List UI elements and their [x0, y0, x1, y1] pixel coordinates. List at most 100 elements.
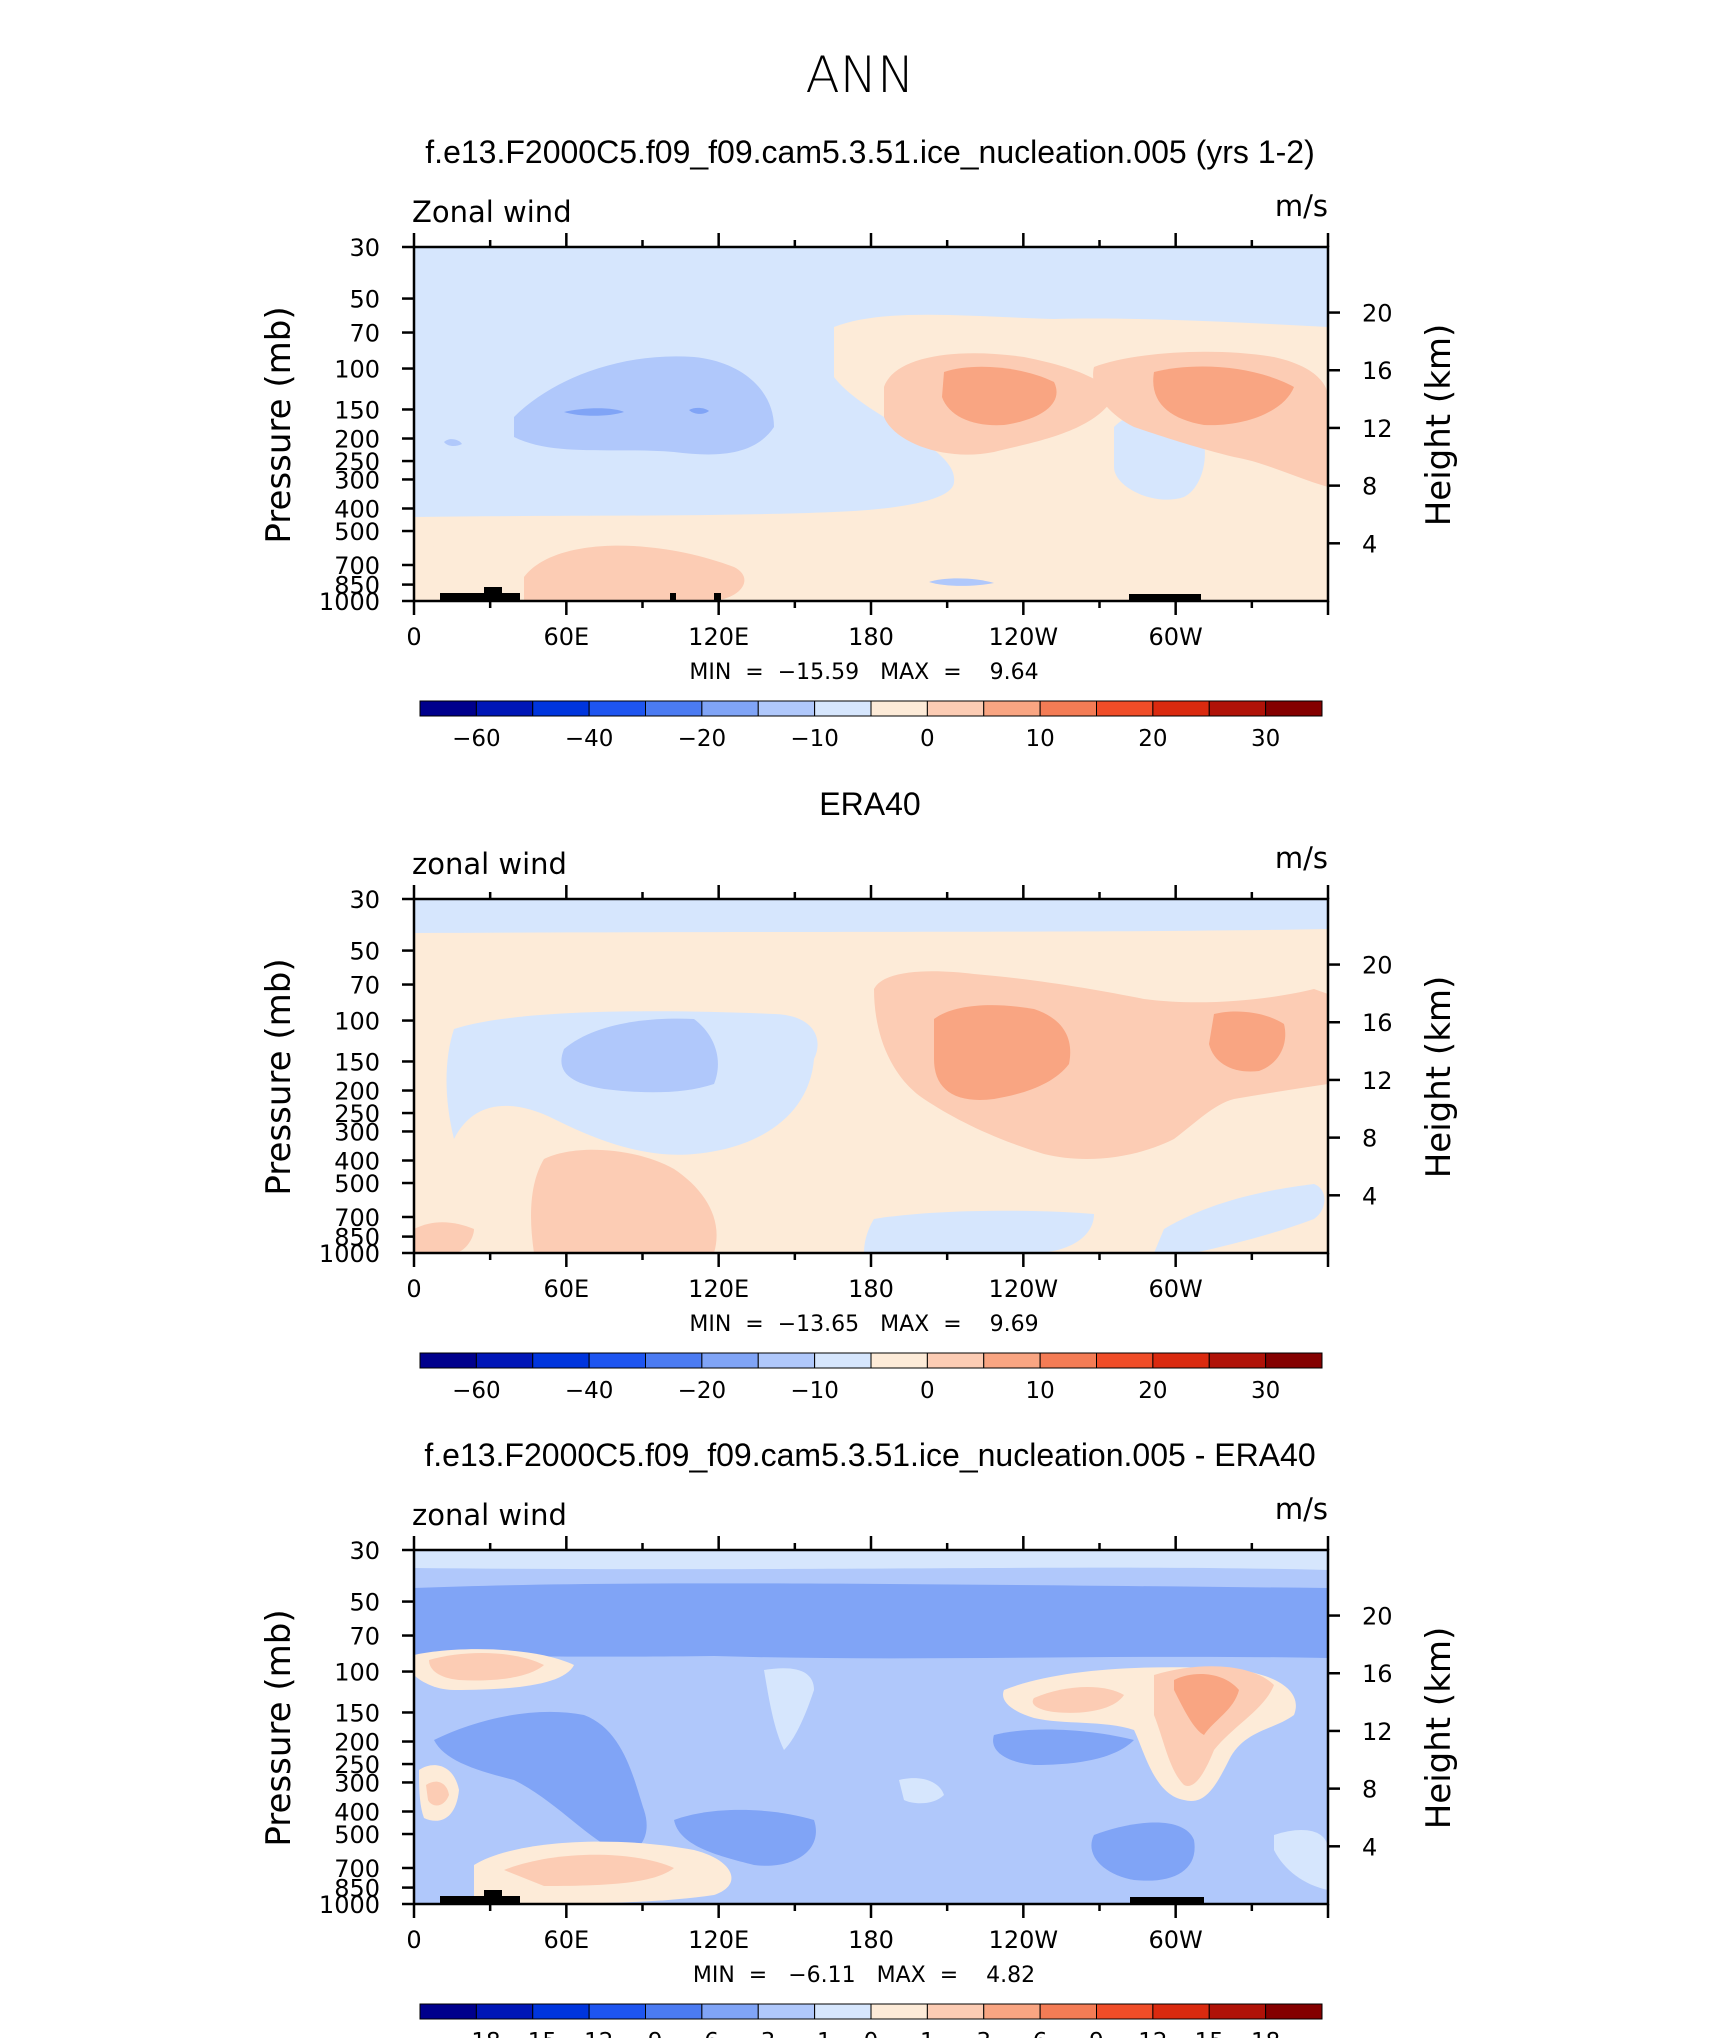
colorbar-box	[532, 2003, 590, 2020]
contour-negative	[414, 899, 1328, 933]
variable-label: zonal wind	[412, 1498, 567, 1532]
contour-positive-strong	[504, 1854, 674, 1886]
colorbar-label: 9	[1089, 2029, 1104, 2038]
x-tick-label: 180	[848, 623, 894, 651]
colorbar-box	[757, 700, 816, 717]
colorbar-label: −20	[678, 726, 727, 752]
panel-title: ERA40	[819, 786, 920, 822]
pressure-tick-label: 500	[334, 1170, 380, 1198]
height-tick-label: 8	[1362, 473, 1377, 501]
pressure-tick-label: 100	[334, 1008, 380, 1036]
bottom-ticks	[412, 1904, 1330, 1918]
colorbar-box	[1152, 1352, 1210, 1369]
pressure-tick-label: 100	[334, 356, 380, 384]
colorbar-box	[419, 700, 477, 717]
colorbar-box	[757, 2003, 816, 2020]
colorbar-label: 10	[1025, 1378, 1054, 1404]
colorbar-label: 15	[1195, 2029, 1224, 2038]
pressure-tick-label: 150	[334, 1699, 380, 1727]
contour-positive-peak	[934, 1005, 1071, 1100]
colorbar-label: 0	[920, 1378, 935, 1404]
y-axis-label-right: Height (km)	[1419, 324, 1459, 527]
pressure-tick-label: 400	[334, 495, 380, 523]
contour-positive-peak	[1153, 366, 1294, 426]
contour-positive-peak	[942, 366, 1057, 426]
panel-diff: f.e13.F2000C5.f09_f09.cam5.3.51.ice_nucl…	[259, 1437, 1459, 2038]
colorbar-box	[701, 1352, 759, 1369]
panel-model: f.e13.F2000C5.f09_f09.cam5.3.51.ice_nucl…	[259, 134, 1459, 752]
contour-strong-band	[414, 1583, 1328, 1660]
contour-positive-strong	[524, 545, 745, 601]
x-tick-label: 60W	[1149, 623, 1203, 651]
colorbar-box	[870, 1352, 928, 1369]
colorbar-box	[1096, 700, 1154, 717]
colorbar-box	[1265, 700, 1323, 717]
colorbar-label: −15	[508, 2029, 557, 2038]
colorbar-box	[588, 2003, 646, 2020]
contour-positive-strong	[429, 1653, 544, 1681]
height-tick-label: 16	[1362, 1009, 1393, 1037]
contour-positive-peak	[1174, 1674, 1239, 1735]
colorbar-box	[1265, 2003, 1323, 2020]
pressure-tick-label: 30	[349, 1537, 380, 1565]
colorbar-box	[870, 700, 928, 717]
colorbar-box	[1208, 2003, 1267, 2020]
x-tick-labels: 0 60E 120E 180 120W 60W	[406, 1275, 1202, 1303]
colorbar-box	[1208, 700, 1267, 717]
colorbar-label: −6	[685, 2029, 719, 2038]
height-ticks: 20 16 12 8 4	[1328, 1603, 1393, 1861]
colorbar-label: 18	[1251, 2029, 1280, 2038]
y-axis-label: Pressure (mb)	[259, 306, 299, 543]
colorbar-box	[701, 2003, 759, 2020]
bottom-ticks	[412, 1253, 1330, 1267]
contour-negative-strong	[674, 1809, 816, 1866]
contour-light-patch	[899, 1778, 944, 1804]
contour-field	[414, 1550, 1328, 1904]
top-ticks	[412, 1536, 1330, 1550]
colorbar-box	[475, 700, 534, 717]
pressure-tick-label: 250	[334, 1751, 380, 1779]
pressure-tick-label: 50	[349, 1589, 380, 1617]
pressure-tick-label: 500	[334, 518, 380, 546]
colorbar-box	[1096, 2003, 1154, 2020]
x-tick-label: 60E	[543, 1275, 589, 1303]
y-axis-label-right: Height (km)	[1419, 976, 1459, 1179]
colorbar-label: 0	[920, 726, 935, 752]
contour-positive-strong	[414, 1222, 474, 1253]
pressure-tick-label: 850	[334, 1224, 380, 1252]
pressure-tick-label: 700	[334, 1204, 380, 1232]
colorbar-box	[926, 1352, 985, 1369]
height-tick-label: 20	[1362, 952, 1393, 980]
x-tick-label: 120W	[989, 1275, 1059, 1303]
colorbar-box	[814, 700, 872, 717]
x-tick-label: 60E	[543, 1926, 589, 1954]
colorbar-label: −60	[452, 1378, 501, 1404]
contour-field	[414, 899, 1328, 1253]
colorbar-label: 20	[1138, 726, 1167, 752]
pressure-tick-label: 300	[334, 1118, 380, 1146]
colorbar-label: 0	[864, 2029, 879, 2038]
colorbar	[419, 2003, 1323, 2020]
colorbar-label: 12	[1138, 2029, 1167, 2038]
colorbar-box	[475, 1352, 534, 1369]
x-tick-label: 0	[406, 623, 421, 651]
colorbar-label: 30	[1251, 1378, 1280, 1404]
colorbar-label: 30	[1251, 726, 1280, 752]
x-tick-label: 60W	[1149, 1275, 1203, 1303]
colorbar-box	[532, 700, 590, 717]
height-tick-label: 16	[1362, 357, 1393, 385]
height-tick-label: 4	[1362, 530, 1377, 558]
colorbar-box	[926, 2003, 985, 2020]
colorbar-label: −10	[790, 1378, 839, 1404]
contour-negative-core	[561, 1018, 718, 1093]
colorbar-box	[983, 1352, 1041, 1369]
x-tick-label: 120E	[688, 1275, 749, 1303]
colorbar-box	[1208, 1352, 1267, 1369]
colorbar-box	[532, 1352, 590, 1369]
x-tick-label: 120E	[688, 623, 749, 651]
x-tick-label: 120W	[989, 1926, 1059, 1954]
height-tick-label: 16	[1362, 1660, 1393, 1688]
colorbar-box	[983, 700, 1041, 717]
